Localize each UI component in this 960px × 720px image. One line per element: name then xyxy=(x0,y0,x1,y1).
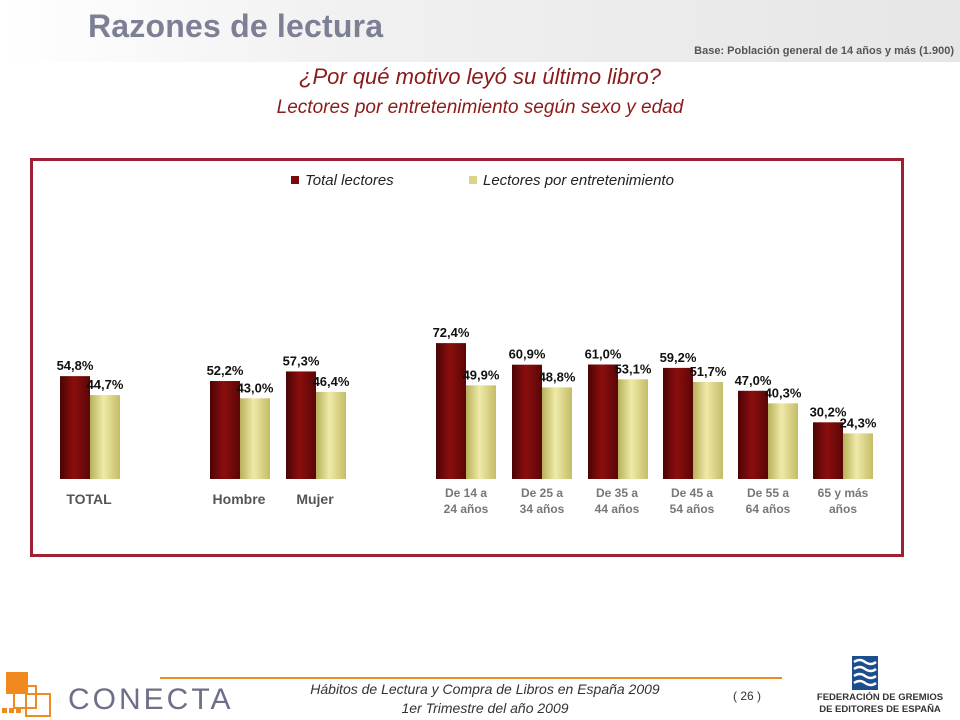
bar-total-3 xyxy=(286,371,316,479)
footer-divider xyxy=(160,677,782,679)
data-label-entretenimiento-3: 46,4% xyxy=(313,374,350,389)
bar-entretenimiento-6 xyxy=(618,379,648,479)
category-label-9-line-1: 65 y más xyxy=(818,486,869,500)
data-label-entretenimiento-2: 43,0% xyxy=(237,380,274,395)
category-label-4-line-1: De 14 a xyxy=(445,486,487,500)
legend-label-2: Lectores por entretenimiento xyxy=(483,172,674,189)
category-label-8-line-1: De 55 a xyxy=(747,486,789,500)
category-label-5-line-2: 34 años xyxy=(520,502,565,516)
data-label-entretenimiento-1: 44,7% xyxy=(87,377,124,392)
federation-name-line-2: DE EDITORES DE ESPAÑA xyxy=(819,704,941,715)
legend-swatch-1 xyxy=(291,176,299,184)
category-label-6-line-2: 44 años xyxy=(595,502,640,516)
data-label-entretenimiento-7: 51,7% xyxy=(690,364,727,379)
chart-question: ¿Por qué motivo leyó su último libro? xyxy=(299,64,661,89)
title-band xyxy=(0,0,960,62)
bar-total-7 xyxy=(663,367,693,479)
bar-chart: Total lectores Lectores por entretenimien… xyxy=(57,172,877,516)
data-label-total-3: 57,3% xyxy=(283,353,320,368)
bar-entretenimiento-7 xyxy=(693,381,723,479)
federation-name-line-1: FEDERACIÓN DE GREMIOS xyxy=(817,691,943,703)
data-label-total-5: 60,9% xyxy=(509,347,546,362)
footer-line-1: Hábitos de Lectura y Compra de Libros en… xyxy=(310,681,660,697)
legend-label-1: Total lectores xyxy=(305,172,394,189)
bar-entretenimiento-4 xyxy=(466,385,496,479)
bar-total-4 xyxy=(436,343,466,479)
data-label-total-4: 72,4% xyxy=(433,325,470,340)
bar-total-1 xyxy=(60,376,90,479)
data-label-total-2: 52,2% xyxy=(207,363,244,378)
bar-entretenimiento-5 xyxy=(542,387,572,479)
category-label-1: TOTAL xyxy=(66,491,112,507)
category-label-7-line-2: 54 años xyxy=(670,502,715,516)
federation-logo: FEDERACIÓN DE GREMIOS DE EDITORES DE ESP… xyxy=(817,656,943,715)
data-label-total-1: 54,8% xyxy=(57,358,94,373)
data-label-entretenimiento-4: 49,9% xyxy=(463,367,500,382)
category-label-7-line-1: De 45 a xyxy=(671,486,713,500)
conecta-logo: CONECTA xyxy=(2,672,233,717)
data-label-entretenimiento-5: 48,8% xyxy=(539,369,576,384)
bar-total-6 xyxy=(588,364,618,479)
footer-line-2: 1er Trimestre del año 2009 xyxy=(401,700,569,716)
bar-entretenimiento-9 xyxy=(843,433,873,479)
category-label-3: Mujer xyxy=(296,491,334,507)
bar-entretenimiento-2 xyxy=(240,398,270,479)
data-label-total-9: 30,2% xyxy=(810,404,847,419)
conecta-wordmark: CONECTA xyxy=(68,683,233,716)
chart-subtitle: Lectores por entretenimiento según sexo … xyxy=(276,97,684,118)
category-label-5-line-1: De 25 a xyxy=(521,486,563,500)
data-label-entretenimiento-6: 53,1% xyxy=(615,361,652,376)
page-number: ( 26 ) xyxy=(733,689,762,703)
data-label-total-7: 59,2% xyxy=(660,350,697,365)
bar-entretenimiento-3 xyxy=(316,391,346,479)
data-label-total-8: 47,0% xyxy=(735,373,772,388)
category-label-4-line-2: 24 años xyxy=(444,502,489,516)
bar-total-5 xyxy=(512,364,542,479)
bar-entretenimiento-8 xyxy=(768,403,798,479)
bar-total-9 xyxy=(813,422,843,479)
chart-frame: Total lectores Lectores por entretenimien… xyxy=(30,158,904,557)
data-label-entretenimiento-9: 24,3% xyxy=(840,415,877,430)
bar-total-2 xyxy=(210,381,240,479)
legend-swatch-2 xyxy=(469,176,477,184)
data-label-entretenimiento-8: 40,3% xyxy=(765,385,802,400)
bar-total-8 xyxy=(738,390,768,479)
data-label-total-6: 61,0% xyxy=(585,347,622,362)
category-label-6-line-1: De 35 a xyxy=(596,486,638,500)
category-label-2: Hombre xyxy=(213,491,266,507)
category-label-8-line-2: 64 años xyxy=(746,502,791,516)
page-title: Razones de lectura xyxy=(88,8,384,44)
category-label-9-line-2: años xyxy=(829,502,857,516)
base-note: Base: Población general de 14 años y más… xyxy=(694,45,954,57)
bar-entretenimiento-1 xyxy=(90,395,120,479)
